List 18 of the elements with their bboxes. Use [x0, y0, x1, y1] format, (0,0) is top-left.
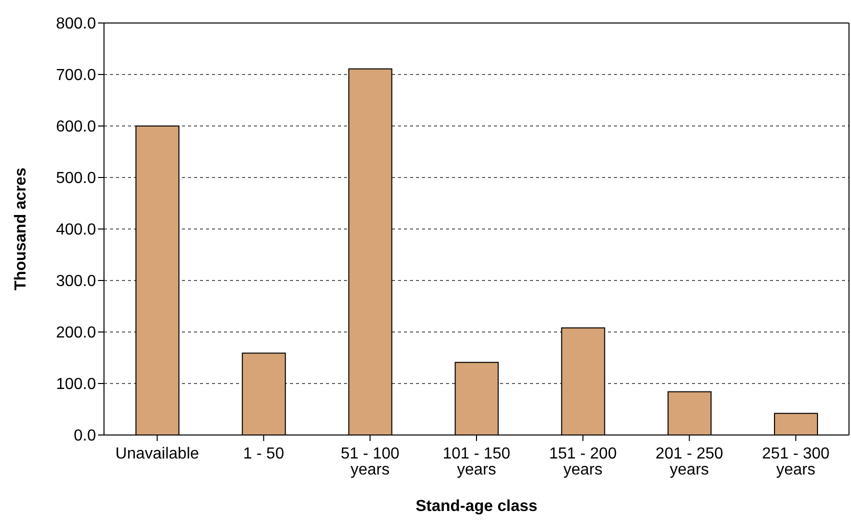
- x-tick-label: 151 - 200 years: [549, 445, 617, 478]
- y-tick-label: 500.0: [56, 170, 96, 188]
- x-tick-label: Unavailable: [115, 445, 200, 462]
- y-tick-label: 300.0: [56, 273, 96, 290]
- y-tick-label: 100.0: [56, 376, 96, 394]
- y-tick-label: 200.0: [56, 324, 96, 342]
- x-tick-label: 51 - 100 years: [340, 445, 400, 478]
- y-tick-label: 800.0: [56, 16, 96, 33]
- x-tick-label: 1 - 50: [243, 445, 284, 462]
- y-tick-label: 700.0: [56, 67, 96, 84]
- y-tick-label: 0.0: [74, 428, 96, 445]
- y-axis-title: Thousand acres: [12, 168, 30, 290]
- x-tick-label: 251 - 300 years: [762, 445, 830, 478]
- y-tick-label: 400.0: [56, 222, 96, 239]
- y-tick-label: 600.0: [56, 118, 96, 136]
- x-tick-label: 201 - 250 years: [656, 445, 724, 478]
- x-axis-title: Stand-age class: [416, 498, 538, 515]
- x-tick-label: 101 - 150 years: [442, 445, 510, 478]
